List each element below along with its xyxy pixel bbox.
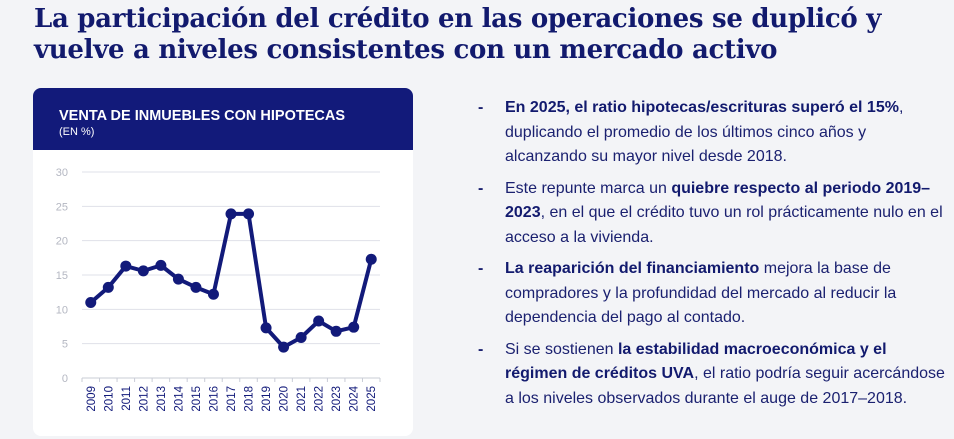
y-tick-label: 5 (62, 339, 68, 351)
x-tick-label: 2022 (314, 386, 326, 412)
x-tick-label: 2025 (366, 386, 378, 412)
bullet-marker: - (478, 340, 484, 358)
bullet-text: Si se sostienen (505, 340, 618, 358)
y-tick-label: 0 (62, 373, 68, 385)
data-point (260, 322, 272, 334)
bullet-marker: - (478, 260, 484, 277)
x-tick-label: 2017 (226, 386, 238, 412)
x-tick-label: 2010 (103, 386, 115, 412)
bullet-text: Este repunte marca un (505, 179, 672, 197)
chart-subtitle: (EN %) (59, 126, 95, 138)
data-point (190, 281, 202, 293)
data-point (365, 253, 377, 265)
bullet-text: mejora la base de compradores y la profu… (505, 260, 897, 326)
x-tick-label: 2024 (349, 385, 361, 411)
bullet-item: - Este repunte marca un quiebre respecto … (478, 177, 948, 251)
bullet-text: , el ratio podría seguir acercándose a l… (505, 365, 945, 407)
bullet-marker: - (478, 179, 484, 197)
bullet-bold: quiebre respecto al periodo 2019–2023 (505, 179, 931, 222)
x-tick-label: 2012 (138, 386, 150, 412)
data-point (278, 341, 290, 353)
y-tick-label: 30 (56, 167, 68, 179)
x-tick-label: 2018 (244, 386, 256, 412)
data-point (137, 265, 149, 277)
bullet-item: - En 2025, el ratio hipotecas/escrituras … (478, 96, 948, 170)
bullet-item: - Si se sostienen la estabilidad macroeco… (478, 338, 948, 412)
data-point (85, 296, 97, 308)
x-tick-label: 2019 (261, 386, 273, 412)
x-tick-label: 2009 (86, 386, 98, 412)
series-line (89, 211, 374, 350)
y-tick-label: 10 (56, 304, 68, 316)
data-point (330, 325, 342, 337)
x-tick-label: 2014 (173, 385, 185, 411)
data-point (172, 273, 184, 285)
bullet-bold: La reaparición del financiamiento (505, 260, 760, 277)
chart-title: VENTA DE INMUEBLES CON HIPOTECAS (59, 108, 345, 124)
y-tick-label: 20 (56, 236, 68, 248)
x-tick-label: 2015 (191, 386, 203, 412)
bullet-list: - En 2025, el ratio hipotecas/escrituras … (478, 96, 948, 418)
chart-card: VENTA DE INMUEBLES CON HIPOTECAS (EN %) … (33, 88, 413, 436)
data-point (243, 208, 255, 220)
x-tick-label: 2021 (296, 386, 308, 412)
chart-header: VENTA DE INMUEBLES CON HIPOTECAS (EN %) (33, 88, 413, 150)
page-title: La participación del crédito en las oper… (34, 4, 881, 65)
bullet-text: , en el que el crédito tuvo un rol práct… (505, 204, 943, 246)
x-tick-label: 2023 (331, 386, 343, 412)
data-point (225, 208, 237, 220)
bullet-marker: - (478, 99, 484, 116)
bullet-bold: la estabilidad macroeconómica y el régim… (505, 340, 887, 383)
x-tick-label: 2011 (121, 386, 133, 411)
bullet-item: - La reaparición del financiamiento mejor… (478, 257, 948, 331)
data-point (120, 260, 132, 272)
bullet-text: , duplicando el promedio de los últimos … (505, 99, 904, 165)
data-point (348, 321, 360, 333)
data-point (207, 288, 219, 300)
y-tick-label: 25 (56, 201, 68, 213)
data-point (155, 259, 167, 271)
x-tick-label: 2016 (208, 386, 220, 412)
x-tick-label: 2020 (279, 386, 291, 412)
y-tick-label: 15 (56, 270, 68, 282)
bullet-bold: En 2025, el ratio hipotecas/escrituras s… (505, 99, 899, 116)
data-point (295, 331, 307, 343)
data-point (313, 315, 325, 327)
x-tick-label: 2013 (156, 386, 168, 412)
data-point (102, 281, 114, 293)
